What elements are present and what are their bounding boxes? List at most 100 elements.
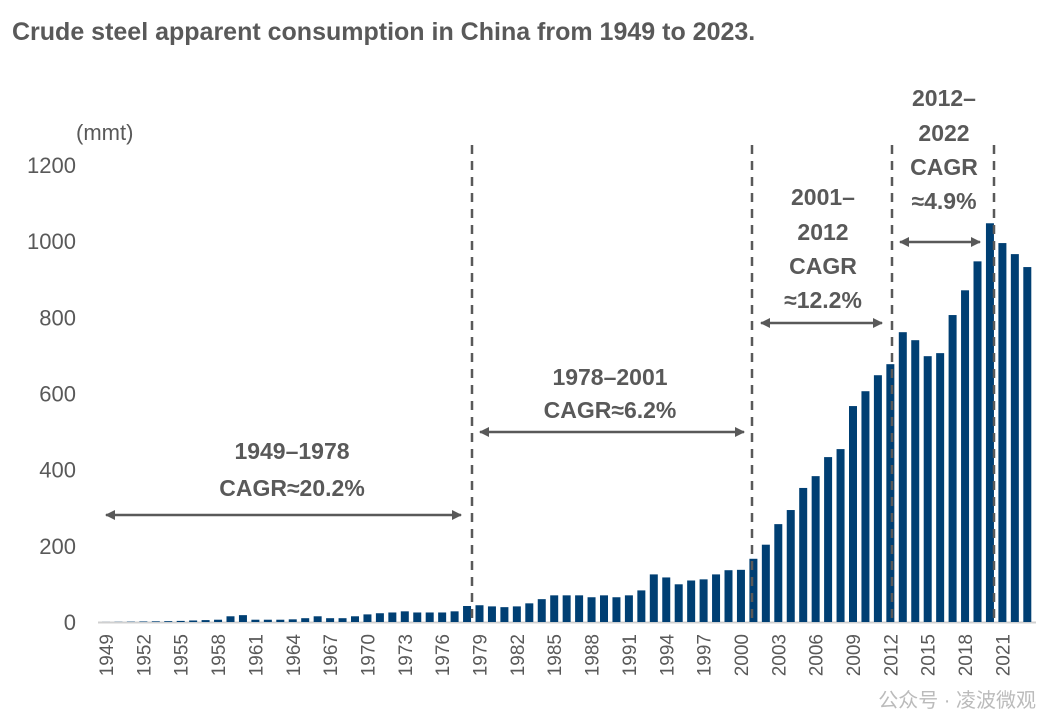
bar-1988 (587, 597, 596, 622)
bar-1967 (326, 618, 335, 622)
cagr-annotation-text: 2012– (912, 85, 976, 111)
cagr-annotation-text: 1978–2001 (552, 364, 667, 390)
x-tick-label: 1994 (657, 634, 678, 677)
bar-1971 (375, 613, 384, 622)
cagr-annotation-text: CAGR (789, 253, 857, 279)
bar-2021 (998, 243, 1007, 622)
cagr-annotation-text: CAGR (910, 154, 978, 180)
chart-title: Crude steel apparent consumption in Chin… (12, 18, 756, 46)
bar-1953 (151, 621, 160, 622)
bar-2004 (786, 510, 795, 622)
bar-1981 (500, 607, 509, 622)
x-tick-label: 2009 (844, 634, 865, 676)
bar-2018 (961, 290, 970, 622)
bar-1977 (450, 611, 459, 622)
x-tick-label: 1958 (209, 634, 230, 676)
bar-2017 (948, 315, 957, 622)
y-tick-label: 800 (39, 305, 76, 330)
x-tick-label: 2000 (732, 634, 753, 676)
x-tick-label: 1982 (508, 634, 529, 676)
bar-1963 (276, 619, 285, 622)
bar-1958 (214, 619, 223, 622)
x-tick-label: 1955 (172, 634, 193, 676)
x-tick-label: 1973 (396, 634, 417, 676)
bar-1962 (263, 619, 272, 622)
bar-1976 (438, 612, 447, 622)
x-tick-label: 2018 (956, 634, 977, 676)
x-tick-label: 2003 (769, 634, 790, 676)
x-tick-label: 1979 (471, 634, 492, 676)
cagr-annotation-text: CAGR≈20.2% (219, 475, 365, 501)
bar-1982 (512, 606, 521, 622)
bar-1968 (338, 618, 347, 622)
bar-2010 (861, 391, 870, 622)
bar-2009 (849, 406, 857, 622)
x-tick-label: 1961 (246, 634, 267, 676)
cagr-annotation-text: CAGR≈6.2% (544, 397, 677, 423)
x-tick-label: 1997 (695, 634, 716, 676)
bar-2022 (1010, 254, 1019, 623)
cagr-annotation-text: ≈4.9% (911, 188, 976, 214)
bar-1979 (475, 605, 484, 622)
x-tick-label: 1964 (284, 634, 305, 677)
bar-1980 (487, 606, 496, 622)
bar-1998 (712, 574, 721, 622)
bar-1999 (724, 570, 733, 622)
bar-2000 (736, 569, 745, 622)
bar-1983 (525, 603, 534, 622)
bar-1992 (637, 590, 646, 622)
bar-1995 (674, 584, 683, 622)
y-tick-label: 400 (39, 458, 76, 483)
bar-2005 (799, 487, 808, 622)
bar-1973 (400, 611, 409, 622)
bar-2013 (898, 332, 907, 622)
bar-1990 (612, 597, 621, 622)
bar-2015 (923, 356, 932, 622)
bar-2007 (824, 457, 833, 622)
bar-2001 (749, 558, 758, 622)
x-tick-label: 2006 (807, 634, 828, 676)
bar-1966 (313, 616, 322, 622)
cagr-annotation-text: 2022 (918, 120, 969, 146)
bar-2012 (886, 364, 895, 622)
bar-1985 (550, 595, 559, 622)
watermark: 公众号 · 凌波微观 (878, 689, 1036, 712)
x-tick-label: 1949 (97, 634, 118, 676)
cagr-annotation-text: ≈12.2% (784, 287, 862, 313)
bar-1969 (351, 616, 359, 622)
cagr-annotation-text: 1949–1978 (234, 438, 349, 464)
bar-1952 (139, 621, 148, 622)
y-tick-label: 1200 (27, 153, 76, 178)
bar-2019 (973, 261, 982, 622)
bar-1989 (600, 595, 608, 622)
bar-2011 (873, 375, 882, 622)
bar-1960 (238, 615, 247, 622)
bar-1978 (463, 606, 472, 622)
bar-1972 (388, 612, 397, 622)
bar-1970 (363, 614, 372, 622)
bar-1975 (425, 612, 434, 622)
bar-1974 (413, 612, 422, 622)
bar-1954 (164, 621, 173, 622)
x-tick-label: 1988 (583, 634, 604, 676)
bar-2020 (985, 223, 994, 622)
x-tick-label: 2015 (919, 634, 940, 676)
bar-2016 (936, 353, 945, 622)
x-tick-label: 1991 (620, 634, 641, 676)
x-tick-label: 1985 (545, 634, 566, 676)
y-tick-label: 200 (39, 534, 76, 559)
bar-2003 (774, 524, 783, 622)
bar-1964 (288, 619, 297, 622)
bar-1994 (662, 577, 671, 622)
bar-1955 (176, 620, 185, 622)
bar-2006 (811, 476, 820, 622)
bar-1986 (562, 595, 571, 622)
bar-1993 (649, 574, 658, 622)
bar-1956 (189, 620, 198, 622)
bar-1997 (699, 579, 708, 622)
bar-1991 (624, 595, 633, 622)
bar-1957 (201, 620, 210, 622)
bar-1965 (301, 618, 310, 622)
y-tick-label: 0 (64, 610, 76, 635)
